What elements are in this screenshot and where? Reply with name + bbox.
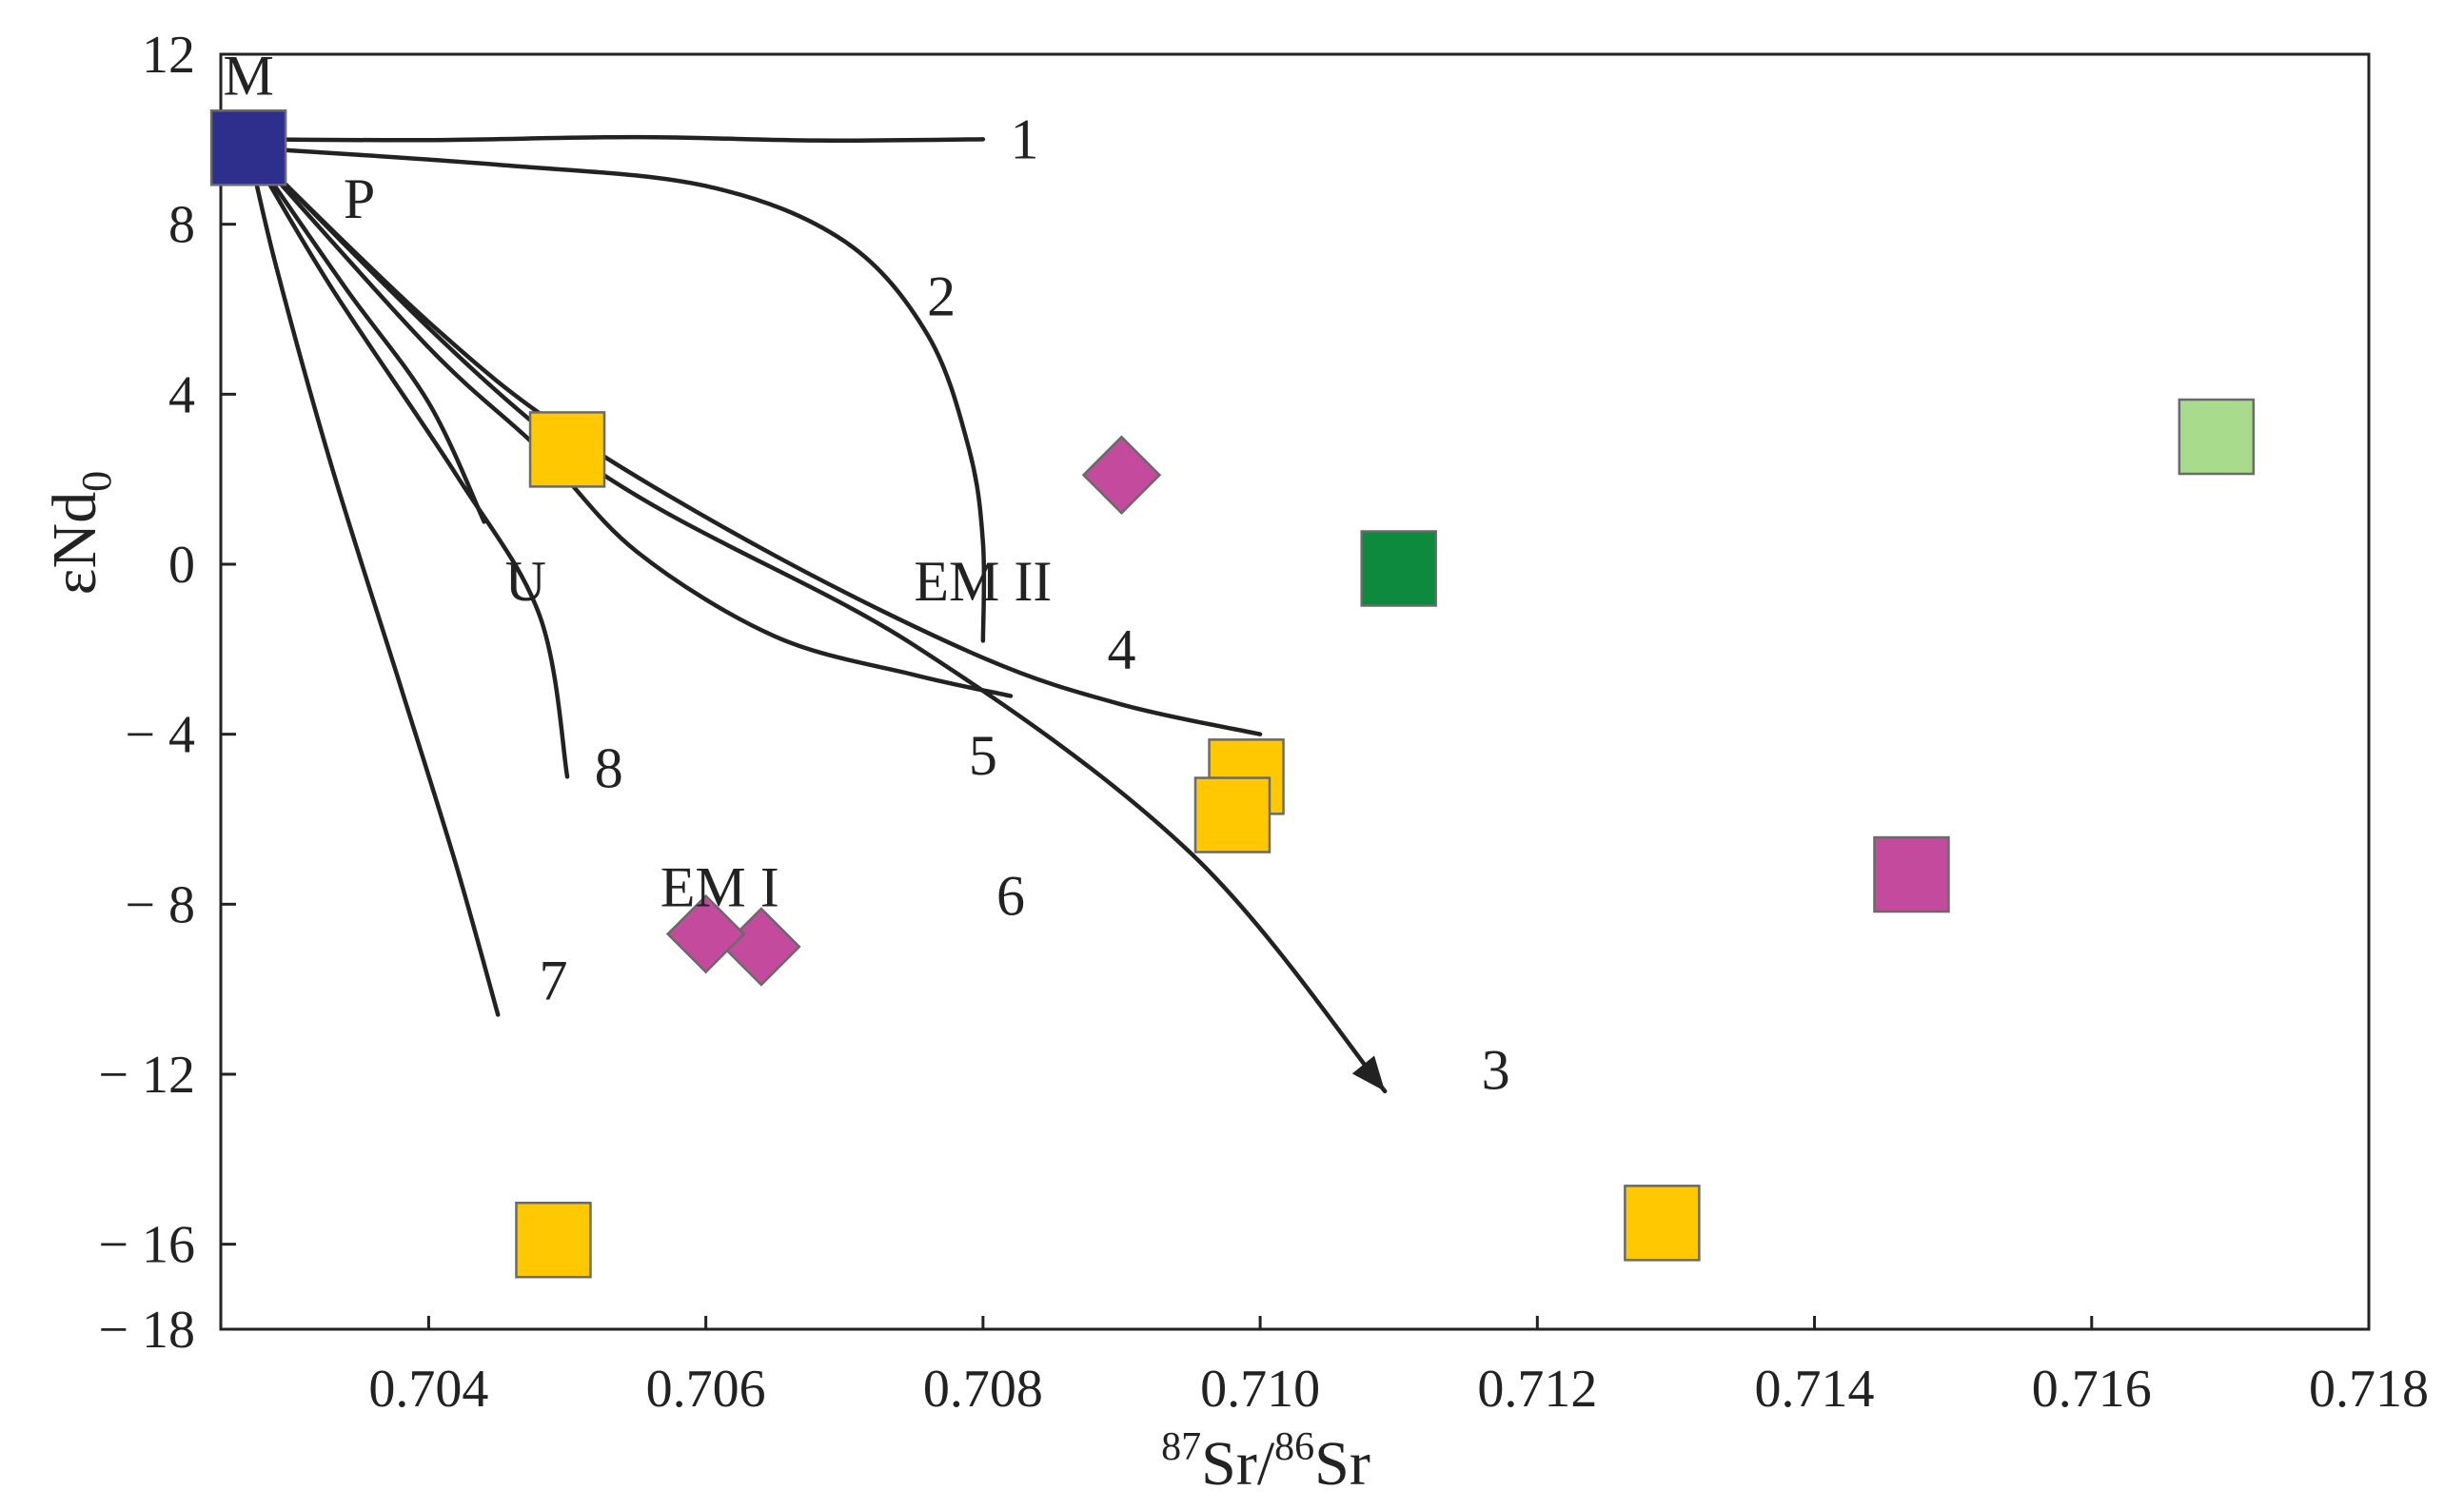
y-label-sub: 0 <box>73 471 120 492</box>
diamond-marker <box>1081 435 1162 515</box>
square-marker <box>1873 835 1950 913</box>
x-label-sr-slash: Sr/ <box>1201 1429 1275 1499</box>
mixing-curve-8 <box>246 146 570 779</box>
square-marker <box>528 411 606 488</box>
annotation-label: EM II <box>914 550 1052 613</box>
annotation-label: M <box>223 44 273 107</box>
x-tick-label: 0.718 <box>2309 1360 2429 1419</box>
mixing-curve-3 <box>246 146 1388 1094</box>
annotation-label: 8 <box>595 736 623 799</box>
annotation-label: 7 <box>539 950 567 1012</box>
x-label-sup-86: 86 <box>1274 1425 1314 1469</box>
square-marker <box>1624 1185 1701 1262</box>
y-tick-label: − 18 <box>98 1301 195 1360</box>
annotation-label: U <box>505 550 546 613</box>
y-tick-label: − 4 <box>125 706 195 765</box>
y-tick-label: − 12 <box>98 1046 195 1105</box>
annotation-label: EM I <box>660 855 779 918</box>
plot-frame <box>219 52 2371 1331</box>
y-tick-label: − 16 <box>98 1216 195 1275</box>
mixing-curve-U <box>246 146 486 524</box>
annotation-label: 1 <box>1011 108 1039 170</box>
x-tick-label: 0.710 <box>1200 1360 1320 1419</box>
y-axis-ticks: 12 8 4 0 − 4 − 8 − 12 − 16 − 18 <box>98 26 236 1360</box>
mixing-curve-4 <box>246 146 1263 736</box>
x-label-sup-87: 87 <box>1161 1425 1201 1469</box>
x-tick-label: 0.714 <box>1755 1360 1875 1419</box>
annotation-label: 4 <box>1107 618 1135 680</box>
square-marker <box>1193 776 1271 853</box>
square-marker <box>209 109 287 186</box>
x-tick-label: 0.708 <box>923 1360 1043 1419</box>
mixing-curve-7 <box>246 146 501 1017</box>
arrowhead-curve-3 <box>1351 1055 1386 1091</box>
x-axis-ticks: 0.704 0.706 0.708 0.710 0.712 0.714 0.716 0.718 <box>368 1316 2429 1419</box>
x-tick-label: 0.706 <box>646 1360 766 1419</box>
data-points <box>209 109 2256 1279</box>
annotation-label: 3 <box>1482 1039 1510 1102</box>
x-tick-label: 0.712 <box>1477 1360 1597 1419</box>
curve-labels: M P 1 2 EM II 4 5 U 8 6 EM I 7 3 <box>223 44 1509 1101</box>
square-marker <box>2178 398 2256 476</box>
mixing-curve-2 <box>246 146 987 643</box>
mixing-curves <box>246 134 1388 1094</box>
diamond-marker <box>665 893 746 974</box>
y-tick-label: 8 <box>168 196 195 255</box>
annotation-label: P <box>344 167 375 230</box>
y-tick-label: 0 <box>168 536 195 595</box>
diamond-marker <box>721 907 801 987</box>
x-tick-label: 0.716 <box>2032 1360 2152 1419</box>
square-marker <box>1360 530 1437 607</box>
square-marker <box>515 1201 592 1279</box>
y-axis-label: εNd0 <box>40 471 120 595</box>
annotation-label: 5 <box>969 724 997 787</box>
y-tick-label: 12 <box>142 26 195 85</box>
y-label-main: εNd <box>40 492 109 595</box>
x-axis-label: 87Sr/86Sr <box>1161 1425 1370 1499</box>
annotation-label: 6 <box>996 864 1025 927</box>
mixing-curve-1 <box>246 134 986 143</box>
x-label-sr: Sr <box>1314 1429 1370 1499</box>
y-tick-label: 4 <box>168 365 195 424</box>
mixing-curve-5 <box>246 146 1014 698</box>
annotation-label: 2 <box>927 265 956 328</box>
x-tick-label: 0.704 <box>368 1360 488 1419</box>
y-tick-label: − 8 <box>125 875 195 934</box>
